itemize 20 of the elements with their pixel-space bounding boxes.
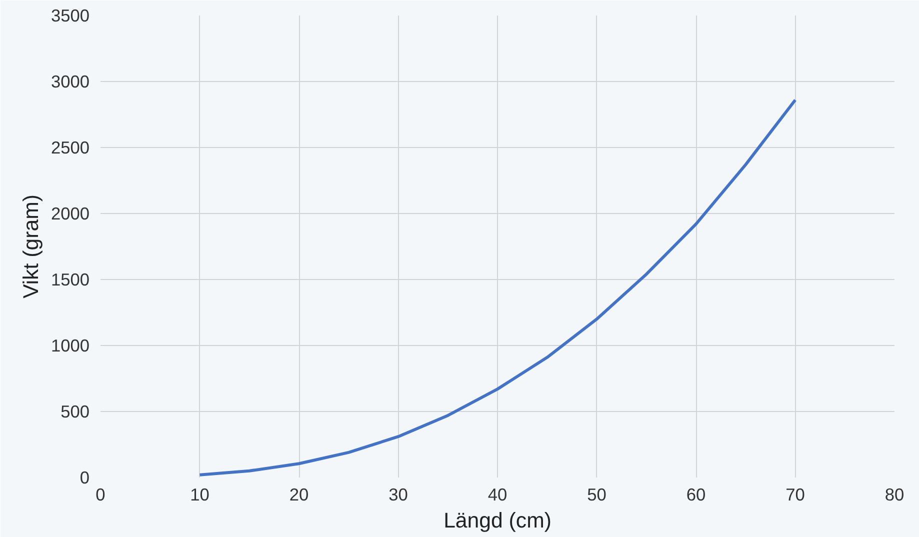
x-tick-label: 20	[289, 484, 309, 504]
x-axis-title: Längd (cm)	[444, 508, 552, 532]
x-tick-label: 80	[884, 484, 904, 504]
y-tick-label: 1500	[50, 270, 90, 290]
x-tick-label: 30	[388, 484, 408, 504]
y-tick-label: 0	[80, 468, 90, 488]
x-tick-label: 10	[190, 484, 210, 504]
x-tick-label: 60	[686, 484, 706, 504]
y-tick-label: 500	[60, 402, 90, 422]
y-axis-title: Vikt (gram)	[18, 194, 43, 298]
y-tick-label: 1000	[50, 336, 90, 356]
y-tick-label: 2500	[50, 138, 90, 158]
line-series	[198, 98, 797, 476]
x-tick-label: 40	[488, 484, 508, 504]
x-tick-label: 50	[587, 484, 606, 504]
x-tick-label: 0	[96, 484, 106, 504]
y-tick-label: 3000	[50, 72, 90, 92]
y-tick-label: 2000	[50, 204, 90, 224]
y-tick-label: 3500	[50, 6, 90, 26]
x-tick-label: 70	[786, 484, 805, 504]
